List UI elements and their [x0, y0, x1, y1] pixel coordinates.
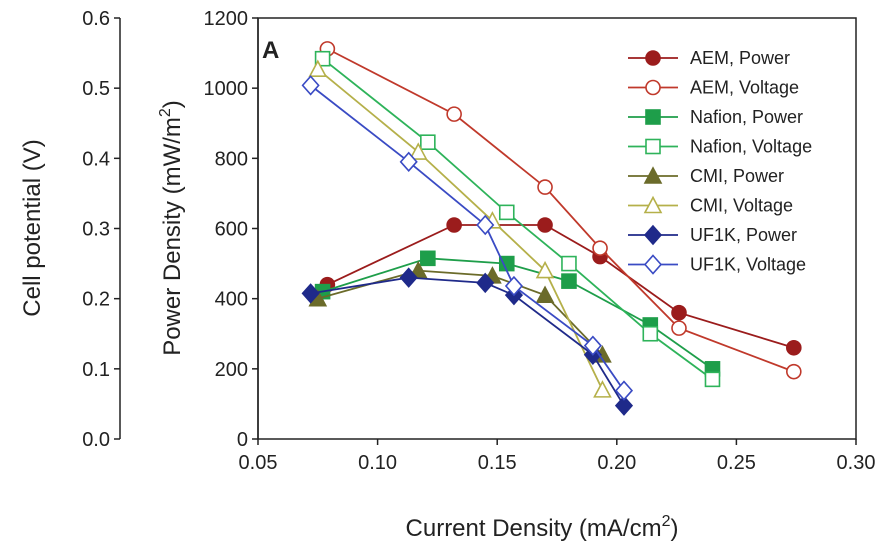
data-point: [786, 339, 802, 356]
legend-item: Nafion, Power: [628, 107, 803, 127]
axes: 0.05 0.10 0.15 0.20 0.25 0.30 0 200 400 600 800 100…: [82, 8, 875, 474]
series-line: [322, 57, 714, 381]
x-axis-title: Current Density (mA/cm2): [406, 513, 679, 542]
voltage-tick-label: 0.6: [82, 8, 110, 30]
legend-item: CMI, Voltage: [628, 196, 793, 216]
data-point: [704, 371, 721, 388]
x-tick-label: 0.30: [837, 452, 876, 474]
data-point: [614, 380, 634, 401]
x-tick-label: 0.05: [239, 452, 278, 474]
data-point: [399, 151, 418, 173]
data-point: [561, 273, 577, 289]
panel-label: A: [262, 37, 279, 64]
data-point: [583, 335, 602, 356]
series-line: [326, 48, 795, 373]
data-point: [420, 134, 436, 150]
series-uf1k-power: [301, 267, 634, 416]
legend-item: UF1K, Power: [628, 224, 797, 246]
legend-item: AEM, Voltage: [628, 78, 799, 98]
series-uf1k-voltage: [301, 75, 634, 401]
legend-item: Nafion, Voltage: [628, 137, 812, 157]
x-tick-label: 0.10: [358, 452, 397, 474]
data-point: [593, 380, 612, 398]
data-point: [408, 142, 428, 160]
legend-item: UF1K, Voltage: [628, 254, 806, 275]
data-point: [301, 75, 320, 96]
legend-marker: [643, 224, 663, 246]
legend-label: CMI, Voltage: [690, 196, 793, 216]
legend-marker: [645, 50, 661, 66]
legend-marker: [643, 166, 663, 184]
legend-marker: [645, 138, 661, 155]
power-tick-label: 800: [215, 148, 248, 170]
series-aem-power: [319, 217, 802, 356]
data-point: [671, 320, 687, 336]
data-point: [498, 204, 515, 221]
x-tick-label: 0.15: [478, 452, 517, 474]
data-point: [308, 59, 328, 78]
legend-label: Nafion, Power: [690, 107, 803, 127]
data-point: [535, 285, 555, 303]
data-point: [614, 395, 634, 416]
data-point: [642, 325, 659, 342]
y-axis-title-power: Power Density (mW/m2): [157, 100, 186, 356]
data-point: [420, 250, 436, 267]
series-line: [317, 269, 604, 356]
voltage-tick-label: 0.5: [82, 78, 110, 100]
voltage-tick-label: 0.3: [82, 219, 110, 241]
series-line: [326, 224, 795, 349]
data-point: [399, 267, 418, 288]
series-line: [310, 276, 625, 407]
legend-label: AEM, Power: [690, 48, 790, 68]
data-point: [786, 363, 802, 380]
data-point: [537, 179, 553, 195]
legend-marker: [643, 195, 663, 214]
series-layer: [301, 41, 802, 416]
power-tick-label: 600: [215, 219, 248, 241]
legend-marker: [645, 109, 661, 125]
data-point: [476, 272, 495, 294]
legend-label: AEM, Voltage: [690, 78, 799, 98]
data-point: [537, 217, 553, 233]
series-nafion-voltage: [314, 50, 721, 388]
data-point: [592, 240, 608, 256]
y-axis-title-voltage: Cell potential (V): [19, 139, 46, 316]
x-tick-label: 0.25: [717, 452, 756, 474]
data-point: [446, 106, 462, 122]
legend-marker: [645, 79, 661, 96]
legend-item: CMI, Power: [628, 166, 784, 186]
power-tick-label: 1000: [204, 78, 249, 100]
series-line: [322, 257, 713, 370]
legend-label: UF1K, Voltage: [690, 255, 806, 275]
power-tick-label: 1200: [204, 8, 249, 30]
data-point: [535, 260, 555, 279]
data-point: [301, 283, 320, 304]
voltage-tick-label: 0.1: [82, 359, 110, 381]
power-tick-label: 0: [237, 429, 248, 451]
voltage-tick-label: 0.2: [82, 289, 110, 311]
data-point: [504, 275, 524, 297]
voltage-tick-label: 0.0: [82, 429, 110, 451]
series-aem-voltage: [319, 41, 802, 380]
power-tick-label: 200: [215, 359, 248, 381]
data-point: [446, 217, 462, 233]
data-point: [476, 214, 495, 236]
power-tick-label: 400: [215, 289, 248, 311]
series-line: [310, 84, 625, 392]
legend-marker: [643, 254, 663, 275]
legend-label: Nafion, Voltage: [690, 137, 812, 157]
data-point: [671, 304, 687, 321]
legend: AEM, Power AEM, Voltage Nafion, Power Nafio…: [628, 48, 812, 275]
legend-item: AEM, Power: [628, 48, 790, 68]
voltage-tick-label: 0.4: [82, 148, 110, 170]
series-nafion-power: [314, 250, 721, 377]
data-point: [561, 255, 577, 272]
legend-label: UF1K, Power: [690, 225, 797, 245]
x-tick-label: 0.20: [597, 452, 636, 474]
legend-label: CMI, Power: [690, 166, 784, 186]
